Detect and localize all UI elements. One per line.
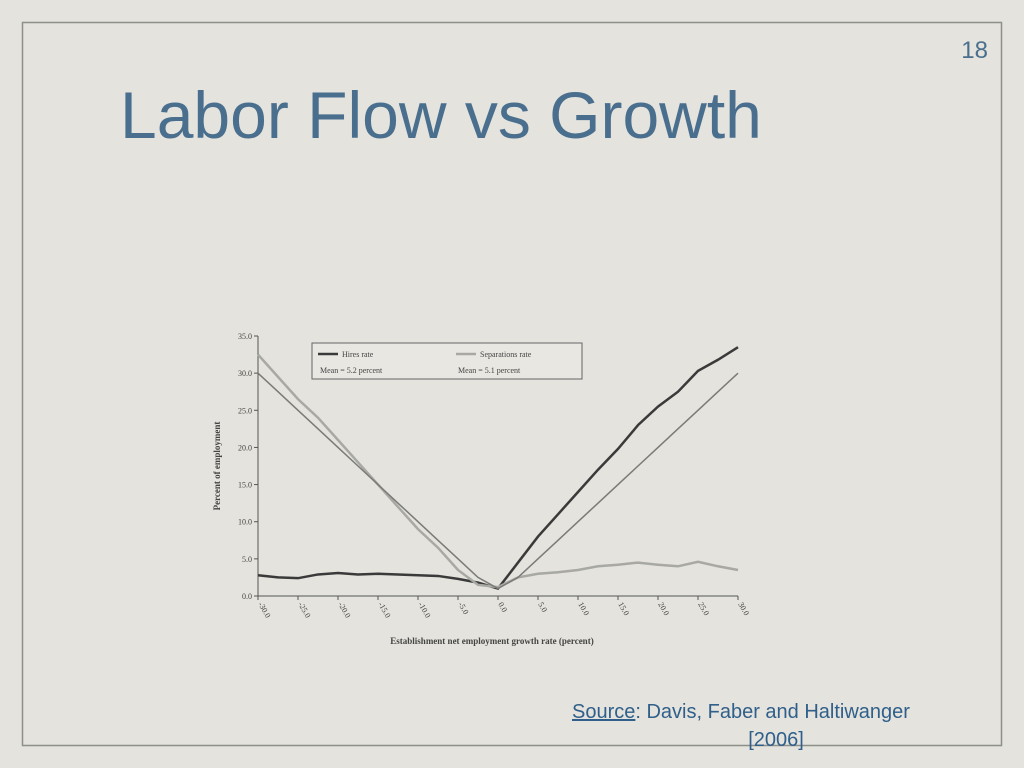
x-tick-label: 0.0	[496, 601, 509, 614]
legend-note: Mean = 5.1 percent	[458, 366, 521, 375]
y-tick-label: 5.0	[242, 555, 252, 564]
slide-border	[21, 21, 1003, 747]
y-tick-label: 15.0	[238, 481, 252, 490]
y-tick-label: 0.0	[242, 592, 252, 601]
legend-label: Hires rate	[342, 350, 374, 359]
x-axis-label: Establishment net employment growth rate…	[390, 636, 593, 646]
series-line	[257, 353, 739, 589]
y-tick-label: 25.0	[238, 406, 252, 415]
x-tick-label: 5.0	[536, 601, 549, 614]
slide-title: Labor Flow vs Growth	[120, 78, 762, 152]
legend-label: Separations rate	[480, 350, 532, 359]
y-tick-label: 10.0	[238, 518, 252, 527]
chart: 0.05.010.015.020.025.030.035.0-30.0 -25.0…	[212, 332, 751, 646]
slide-number: 18	[961, 37, 988, 64]
y-axis-label: Percent of employment	[212, 422, 222, 511]
series-line	[257, 372, 739, 590]
source-text: Source: Davis, Faber and Haltiwanger	[572, 701, 910, 723]
y-tick-label: 20.0	[238, 443, 252, 452]
source-line: [2006]	[748, 729, 804, 751]
legend-box	[311, 342, 583, 380]
source-line: : Davis, Faber and Haltiwanger	[635, 701, 910, 723]
legend-note: Mean = 5.2 percent	[320, 366, 383, 375]
y-tick-label: 35.0	[238, 332, 252, 341]
y-tick-label: 30.0	[238, 369, 252, 378]
source-link[interactable]: Source	[572, 701, 635, 723]
